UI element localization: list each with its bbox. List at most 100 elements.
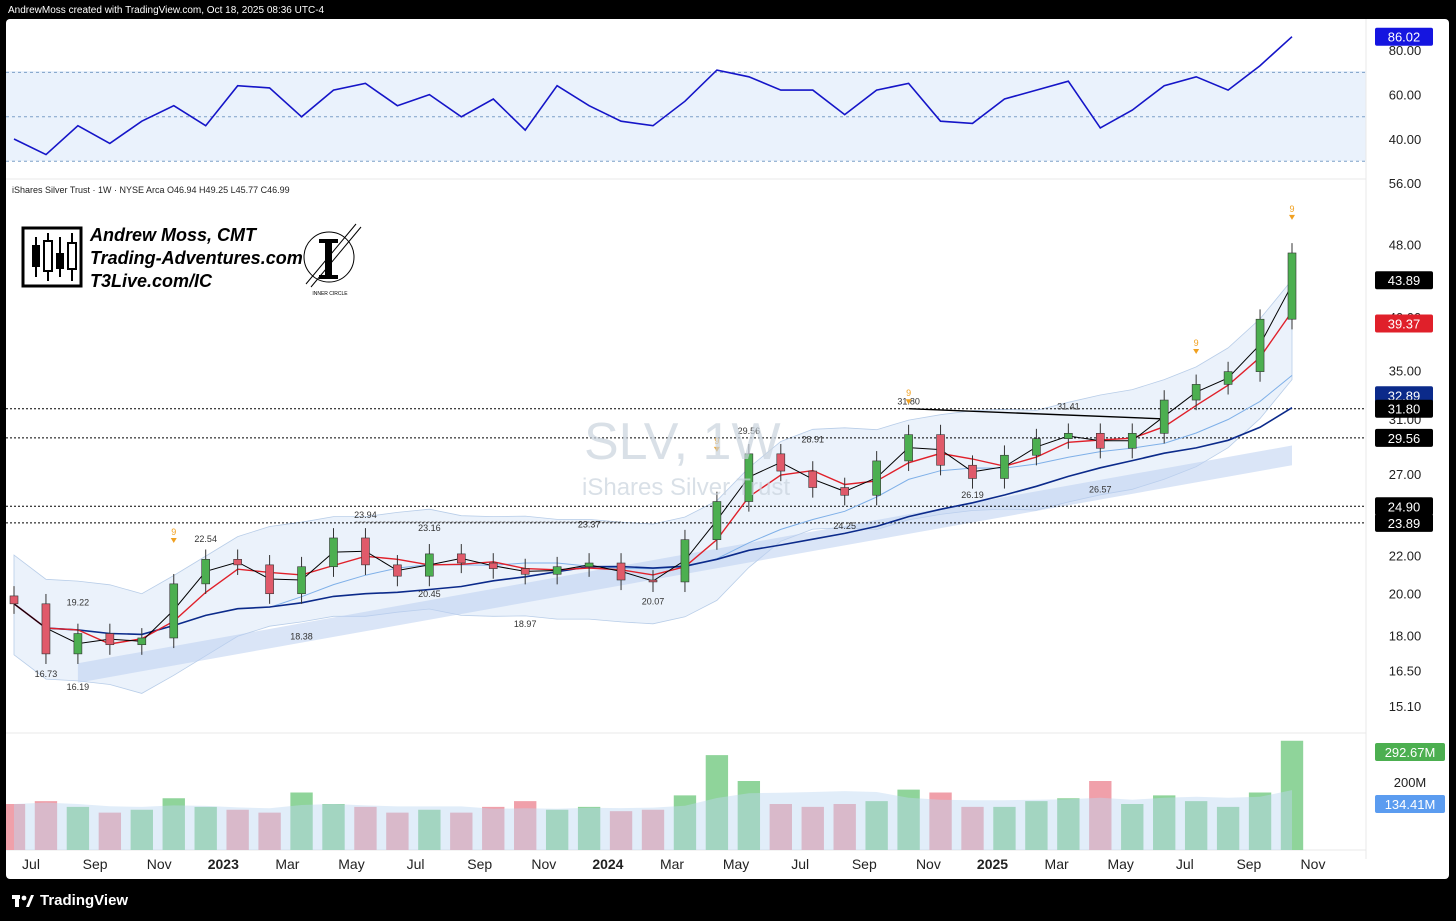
volume-bar[interactable]: [1216, 806, 1240, 850]
volume-bar[interactable]: [545, 809, 569, 850]
candle-body[interactable]: [712, 501, 722, 541]
candle-body[interactable]: [616, 562, 626, 581]
volume-bar[interactable]: [769, 804, 792, 850]
price-label-layer: 16.73 16.19 19.22 22.54 18.38 23.94 23.16 20.45…: [35, 204, 1295, 692]
volume-bar[interactable]: [737, 781, 761, 850]
volume-bar[interactable]: [354, 806, 377, 850]
candle-body[interactable]: [1032, 438, 1041, 456]
candle-body[interactable]: [1064, 433, 1073, 439]
volume-bar[interactable]: [6, 804, 26, 850]
footer-brand[interactable]: TradingView: [12, 892, 128, 909]
volume-bar[interactable]: [322, 804, 345, 850]
candle-body[interactable]: [904, 434, 913, 462]
candle-body[interactable]: [808, 470, 818, 488]
volume-bar[interactable]: [1089, 781, 1112, 850]
price-axis-tag: [1375, 399, 1433, 418]
volume-bar[interactable]: [514, 801, 537, 850]
candle-body[interactable]: [680, 539, 690, 583]
volume-bar[interactable]: [290, 792, 313, 851]
volume-bar[interactable]: [673, 795, 697, 850]
volume-bar[interactable]: [450, 812, 473, 850]
volume-bar[interactable]: [482, 806, 505, 850]
candle-body[interactable]: [776, 453, 786, 472]
volume-bar[interactable]: [418, 809, 441, 850]
volume-bar[interactable]: [98, 812, 122, 850]
volume-bar[interactable]: [386, 812, 409, 850]
volume-bar[interactable]: [1248, 792, 1272, 851]
volume-bar[interactable]: [226, 809, 249, 850]
candle-body[interactable]: [1287, 252, 1297, 320]
time-axis-label: 2025: [977, 856, 1008, 872]
volume-bar[interactable]: [34, 801, 58, 850]
price-label: 31.41: [1057, 402, 1080, 412]
candle-body[interactable]: [201, 559, 210, 585]
candle-body[interactable]: [872, 460, 881, 496]
candle-body[interactable]: [41, 603, 51, 655]
candle-body[interactable]: [488, 562, 498, 569]
candle-body[interactable]: [1000, 454, 1009, 479]
candle-body[interactable]: [1127, 433, 1137, 449]
candle-body[interactable]: [393, 564, 402, 577]
candle-body[interactable]: [456, 553, 466, 564]
candle-body[interactable]: [1223, 371, 1233, 385]
volume-bar[interactable]: [162, 798, 185, 850]
candle-layer[interactable]: [9, 243, 1297, 664]
time-axis-label: Nov: [531, 856, 556, 872]
candle-body[interactable]: [584, 562, 594, 568]
candle-body[interactable]: [520, 568, 530, 575]
candle-body[interactable]: [265, 564, 274, 595]
volume-bar[interactable]: [929, 792, 952, 851]
volume-bar[interactable]: [897, 789, 920, 850]
candle-body[interactable]: [968, 464, 977, 479]
candle-body[interactable]: [840, 487, 850, 496]
volume-bar[interactable]: [993, 806, 1016, 850]
volume-bar[interactable]: [801, 806, 824, 850]
level-layer: [6, 408, 1366, 524]
chart-svg[interactable]: 16.73 16.19 19.22 22.54 18.38 23.94 23.16 20.45…: [6, 19, 1449, 879]
candle-body[interactable]: [744, 453, 754, 502]
chart-canvas[interactable]: 16.73 16.19 19.22 22.54 18.38 23.94 23.16 20.45…: [6, 19, 1449, 879]
candle-body[interactable]: [1191, 384, 1201, 401]
price-tick-label: 48.00: [1389, 237, 1422, 252]
candle-body[interactable]: [297, 566, 306, 595]
volume-layer[interactable]: [6, 740, 1304, 851]
candle-body[interactable]: [233, 559, 242, 566]
price-axis-tag-label: 23.89: [1388, 516, 1421, 531]
candle-body[interactable]: [1096, 433, 1105, 449]
volume-bar[interactable]: [1057, 798, 1080, 850]
candle-body[interactable]: [169, 583, 179, 639]
volume-bar[interactable]: [130, 809, 153, 850]
volume-bar[interactable]: [865, 801, 888, 850]
candle-body[interactable]: [1255, 318, 1265, 372]
volume-bar[interactable]: [641, 809, 665, 850]
volume-bar[interactable]: [1184, 801, 1208, 850]
candle-body[interactable]: [552, 566, 562, 575]
volume-bar[interactable]: [1280, 740, 1304, 850]
branding-link: T3Live.com/IC: [90, 271, 213, 291]
candle-body[interactable]: [648, 579, 658, 583]
price-label: 23.94: [354, 510, 377, 520]
volume-bar[interactable]: [833, 804, 856, 850]
volume-bar[interactable]: [705, 755, 729, 850]
candle-body[interactable]: [1159, 399, 1169, 434]
volume-bar[interactable]: [258, 812, 281, 850]
volume-bar[interactable]: [609, 811, 633, 850]
candle-body[interactable]: [361, 537, 370, 566]
time-axis-label: May: [338, 856, 364, 872]
candle-body[interactable]: [329, 537, 338, 568]
volume-bar[interactable]: [961, 806, 984, 850]
candle-body[interactable]: [105, 633, 115, 646]
candle-body[interactable]: [9, 595, 19, 605]
candle-body[interactable]: [73, 633, 83, 655]
volume-bar[interactable]: [1153, 795, 1176, 850]
candle-body[interactable]: [137, 637, 147, 646]
volume-bar[interactable]: [194, 806, 217, 850]
volume-bar[interactable]: [1121, 804, 1144, 850]
candle-body[interactable]: [936, 434, 945, 466]
volume-bar[interactable]: [577, 806, 601, 850]
volume-bar[interactable]: [66, 806, 90, 850]
candle-body[interactable]: [425, 553, 434, 577]
volume-bar[interactable]: [1025, 801, 1048, 850]
tradingview-logo-icon: [12, 894, 34, 907]
